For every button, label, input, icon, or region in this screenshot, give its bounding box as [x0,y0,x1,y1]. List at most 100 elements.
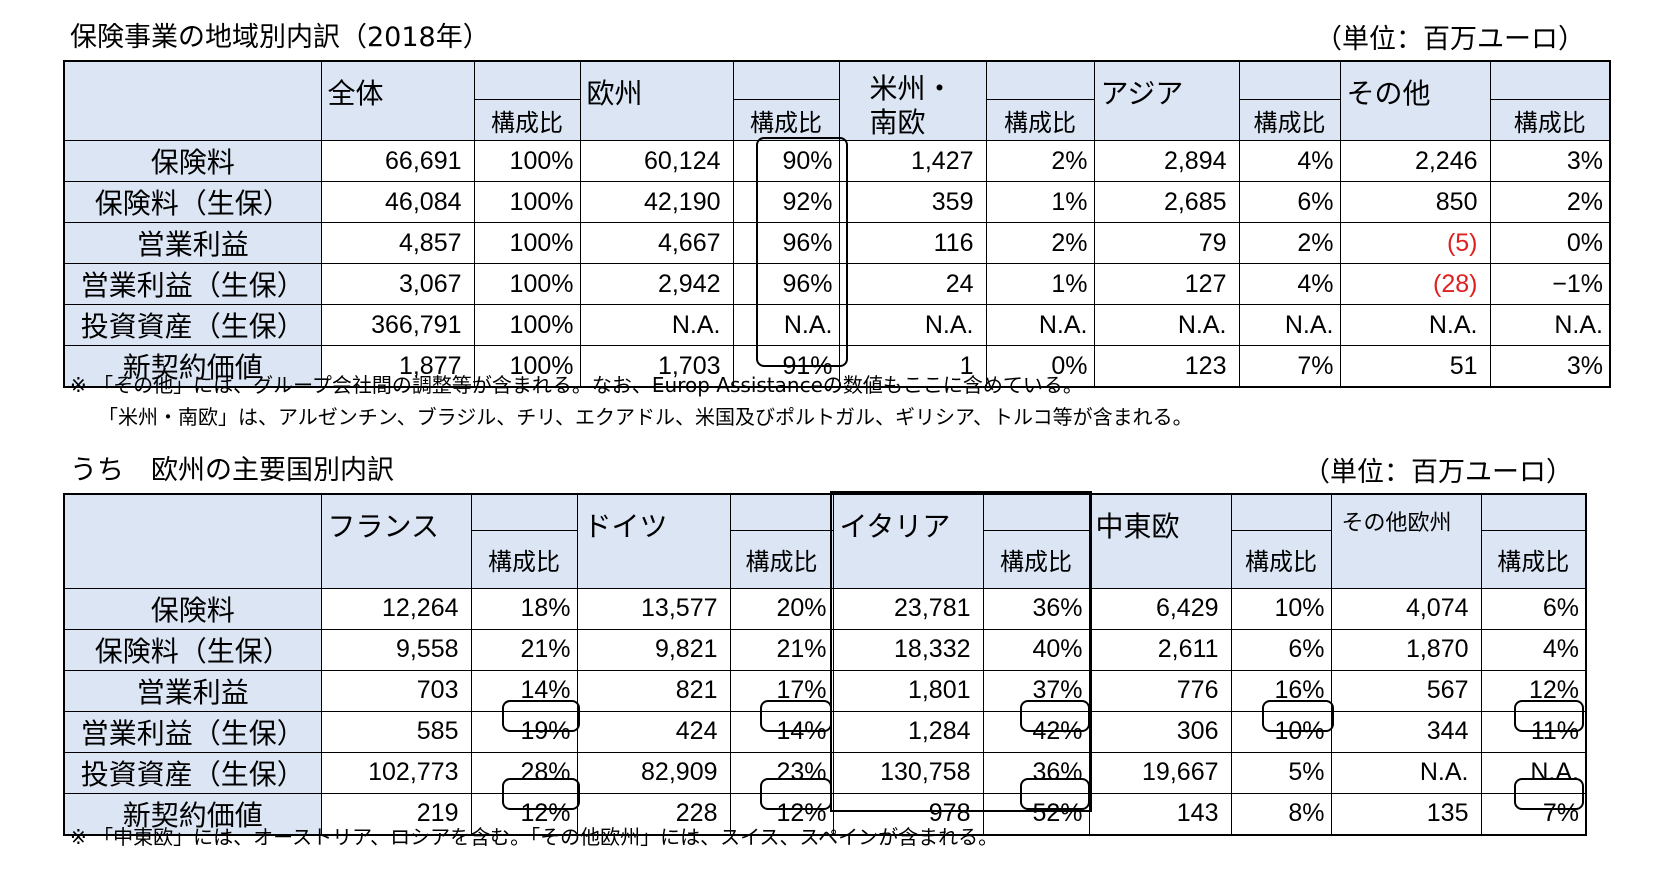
share-cell: 16% [1230,669,1332,712]
share-cell: 0% [1489,222,1611,264]
value-cell: 359 [838,181,987,223]
share-cell: N.A. [1238,304,1341,346]
value-cell: 703 [320,669,472,712]
table2-share-header: 構成比 [982,529,1090,589]
share-cell: 100% [473,263,581,305]
value-cell: 46,084 [320,181,475,223]
share-cell: 100% [473,222,581,264]
table-row: 営業利益（生保） 585 19% 424 14% 1,284 42% 306 10% 344 11% [63,710,1587,753]
value-cell: 13,577 [576,587,731,630]
table1-region-header: アジア [1093,60,1240,141]
share-cell: 21% [729,628,834,671]
value-cell: 130,758 [832,751,984,794]
share-cell: 12% [470,792,578,835]
table1-share-header: 構成比 [1489,99,1611,141]
share-cell: 100% [473,304,581,346]
share-cell: 36% [982,751,1090,794]
europe-country-breakdown-table: フランス ドイツ イタリア 中東欧 その他欧州 構成比 構成比 構成比 構成比 構成比 保険料 12,… [63,493,1587,836]
share-cell: 2% [1238,222,1341,264]
table-row: 新契約価値 1,877 100% 1,703 91% 1 0% 123 7% 51 3% [63,345,1611,388]
share-cell: 5% [1230,751,1332,794]
value-cell: 24 [838,263,987,305]
value-cell: 424 [576,710,731,753]
value-cell: 51 [1339,345,1491,388]
table1-caption: 保険事業の地域別内訳（2018年） [70,22,490,53]
row-label: 営業利益 [63,669,322,712]
table1-share-header: 構成比 [473,99,581,141]
value-cell: 127 [1093,263,1240,305]
table1-share-header-spacer [1489,60,1611,100]
value-cell: 23,781 [832,587,984,630]
table-row: 保険料 66,691 100% 60,124 90% 1,427 2% 2,894 4% 2,24… [63,140,1611,182]
value-cell: 228 [576,792,731,835]
share-cell: 17% [729,669,834,712]
table1-share-header: 構成比 [985,99,1095,141]
table-row: 投資資産（生保） 366,791 100% N.A. N.A. N.A. N.A. N.A. N… [63,304,1611,346]
value-cell: 2,611 [1088,628,1232,671]
value-cell: 978 [832,792,984,835]
share-cell: 10% [1230,710,1332,753]
row-label: 新契約価値 [63,792,322,835]
value-cell: 116 [838,222,987,264]
value-cell: N.A. [579,304,734,346]
share-cell: 3% [1489,345,1611,388]
value-cell: N.A. [1330,751,1482,794]
table2-caption: うち 欧州の主要国別内訳 [70,455,394,486]
table2-region-header: フランス [320,493,472,589]
share-cell: 12% [729,792,834,835]
share-cell: 4% [1238,140,1341,182]
value-cell: 102,773 [320,751,472,794]
value-cell: 18,332 [832,628,984,671]
share-cell: 90% [732,140,840,182]
value-cell: 60,124 [579,140,734,182]
share-cell: 6% [1230,628,1332,671]
row-label: 保険料 [63,587,322,630]
value-cell: (28) [1339,263,1491,305]
regional-breakdown-table: 全体 欧州 米州・ 南欧 アジア その他 構成比 構成比 構成比 構成比 構成比 保険料 66,691… [63,60,1611,388]
row-label: 営業利益（生保） [63,263,322,305]
share-cell: 6% [1238,181,1341,223]
value-cell: 9,821 [576,628,731,671]
share-cell: 52% [982,792,1090,835]
share-cell: 100% [473,181,581,223]
row-label: 投資資産（生保） [63,304,322,346]
value-cell: 850 [1339,181,1491,223]
table1-share-header-spacer [473,60,581,100]
table2-unit: （単位：百万ユーロ） [1303,457,1573,488]
table1-region-header: 米州・ 南欧 [838,60,987,141]
table1-share-header-spacer [985,60,1095,100]
share-cell: 4% [1480,628,1587,671]
share-cell: 23% [729,751,834,794]
share-cell: 14% [729,710,834,753]
share-cell: 7% [1238,345,1341,388]
value-cell: 1,703 [579,345,734,388]
value-cell: (5) [1339,222,1491,264]
value-cell: 135 [1330,792,1482,835]
row-label: 保険料（生保） [63,628,322,671]
table2-share-header-spacer [982,493,1090,530]
value-cell: 4,074 [1330,587,1482,630]
share-cell: N.A. [985,304,1095,346]
value-cell: 2,685 [1093,181,1240,223]
value-cell: 306 [1088,710,1232,753]
table1-share-header: 構成比 [732,99,840,141]
share-cell: N.A. [1480,751,1587,794]
table1-note-2: 「米州・南欧」は、アルゼンチン、ブラジル、チリ、エクアドル、米国及びポルトガル、… [98,405,1193,429]
row-label: 保険料 [63,140,322,182]
table-row: 保険料（生保） 9,558 21% 9,821 21% 18,332 40% 2,611 6% 1… [63,628,1587,671]
share-cell: 28% [470,751,578,794]
value-cell: 585 [320,710,472,753]
table-row: 営業利益 4,857 100% 4,667 96% 116 2% 79 2% (5) 0% [63,222,1611,264]
share-cell: 1% [985,181,1095,223]
table1-share-header: 構成比 [1238,99,1341,141]
share-cell: 42% [982,710,1090,753]
value-cell: 567 [1330,669,1482,712]
table2-share-header: 構成比 [1230,529,1332,589]
table-row: 営業利益 703 14% 821 17% 1,801 37% 776 16% 567 12% [63,669,1587,712]
table1-region-header: 欧州 [579,60,734,141]
table1-region-header: 全体 [320,60,475,141]
table-row: 保険料 12,264 18% 13,577 20% 23,781 36% 6,429 10% 4,… [63,587,1587,630]
table1-header-corner [63,60,322,141]
share-cell: 19% [470,710,578,753]
value-cell: N.A. [838,304,987,346]
